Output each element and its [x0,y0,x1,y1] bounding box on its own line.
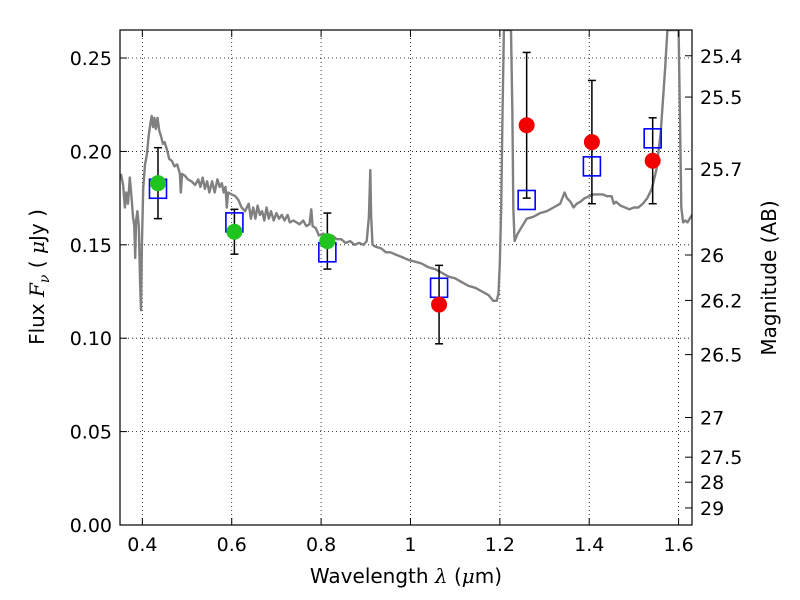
observed-flux-point [226,223,243,240]
y-axis-label: Flux Fν ( μJy ) [25,209,53,345]
y2-tick-label: 25.5 [700,87,742,109]
x-tick-label: 1 [404,534,416,556]
observed-flux-point [149,175,166,192]
x-tick-label: 0.6 [217,534,247,556]
y2-tick-label: 26 [700,245,724,267]
y-tick-label: 0.15 [70,235,112,257]
y2-tick-label: 26.5 [700,345,742,367]
observed-flux-point [644,152,661,169]
y2-tick-label: 26.2 [700,290,742,312]
y-tick-label: 0.25 [70,48,112,70]
y2-tick-label: 27.5 [700,447,742,469]
model-spectrum [120,30,692,312]
y2-tick-label: 27 [700,408,724,430]
spectrum-line [120,30,692,312]
data-markers [148,117,662,313]
observed-flux-point [319,233,336,250]
y-tick-label: 0.10 [70,328,112,350]
x-tick-label: 1.4 [574,534,604,556]
y2-axis-label: Magnitude (AB) [757,200,781,355]
y-tick-label: 0.05 [70,422,112,444]
x-tick-label: 1.6 [663,534,693,556]
x-tick-label: 0.8 [306,534,336,556]
observed-flux-point [431,296,448,313]
plot-frame [119,29,693,526]
y2-tick-label: 28 [700,472,724,494]
observed-flux-point [518,117,535,134]
tick-labels: 0.4 0.6 0.8 1 1.2 1.4 1.6 0.00 0.05 0.10 0.15 0.20 0… [70,46,743,556]
model-photometry-square [643,128,662,149]
axis-ticks [120,30,692,526]
model-photometry-square [582,156,602,177]
y2-tick-label: 25.4 [700,46,742,68]
y2-tick-label: 29 [700,498,724,520]
x-axis-label: Wavelength λ (μm) [310,564,502,588]
y-tick-label: 0.20 [70,141,112,163]
model-photometry-square [517,189,536,211]
y2-tick-label: 25.7 [700,159,742,181]
y-tick-label: 0.00 [70,515,112,537]
x-tick-label: 1.2 [485,534,515,556]
x-tick-label: 0.4 [127,534,157,556]
observed-flux-point [583,134,600,151]
